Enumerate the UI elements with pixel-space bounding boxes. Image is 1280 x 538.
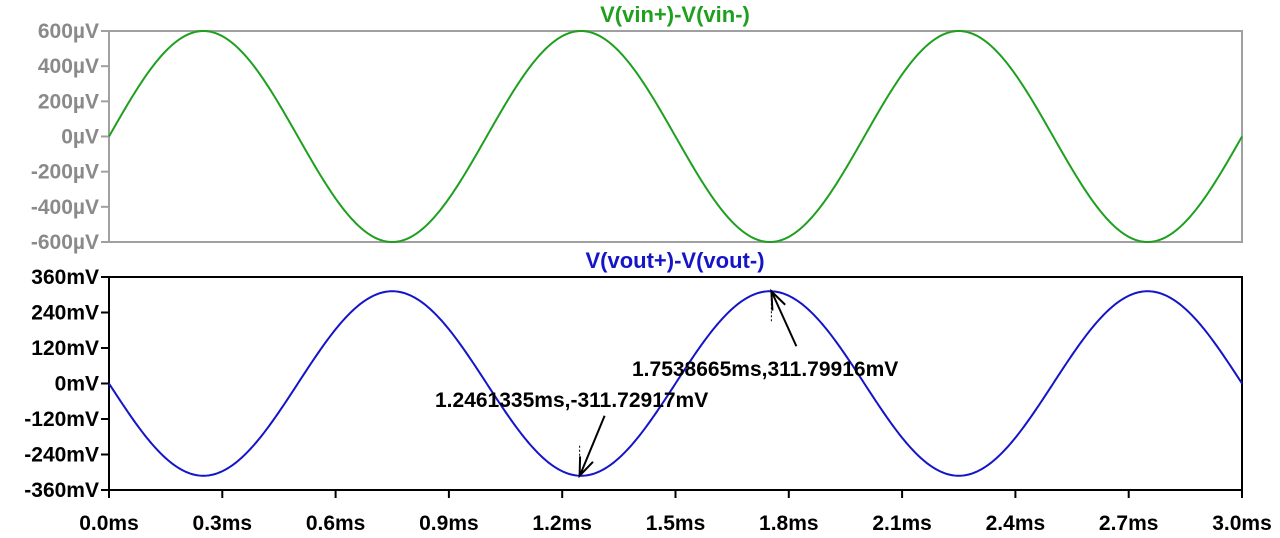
cursor-annotations: 1.2461335ms,-311.72917mV 1.7538665ms,311.… — [435, 288, 898, 479]
lower-pane: V(vout+)-V(vout-) 360mV 240mV 120mV 0mV -120… — [24, 248, 1271, 535]
y-tick-label: -600µV — [31, 231, 99, 254]
x-tick-label: 2.7ms — [1099, 512, 1159, 535]
x-tick-label: 1.8ms — [759, 512, 819, 535]
lower-pane-title: V(vout+)-V(vout-) — [585, 248, 764, 273]
cursor-arrow — [579, 415, 606, 475]
y-tick-label: -120mV — [24, 408, 99, 431]
x-tick-label: 0.3ms — [193, 512, 253, 535]
upper-pane-title: V(vin+)-V(vin-) — [600, 2, 750, 27]
x-tick-label: 0.9ms — [419, 512, 479, 535]
series-line — [108, 29, 1243, 244]
x-tick-label: 2.4ms — [986, 512, 1046, 535]
y-tick-label: 120mV — [31, 337, 99, 360]
y-tick-label: 240mV — [31, 302, 99, 325]
lower-trace-layer — [108, 290, 1243, 477]
cursor-arrowhead — [770, 288, 786, 311]
cursor-label: 1.7538665ms,311.79916mV — [632, 358, 898, 381]
cursor-arrowhead — [578, 456, 594, 479]
series-line — [108, 290, 1243, 477]
x-tick-label: 0.0ms — [79, 512, 139, 535]
y-tick-label: 200µV — [38, 90, 99, 113]
y-tick-label: 360mV — [31, 266, 99, 289]
lower-y-axis: 360mV 240mV 120mV 0mV -120mV -240mV -360mV — [24, 266, 109, 502]
y-tick-label: -200µV — [31, 161, 99, 184]
cursor-arrow — [771, 292, 798, 347]
upper-y-axis: 600µV 400µV 200µV 0µV -200µV -400µV -600µV — [31, 20, 109, 254]
upper-trace-layer — [108, 29, 1243, 244]
x-tick-label: 1.2ms — [532, 512, 592, 535]
y-tick-label: -360mV — [24, 479, 99, 502]
y-tick-label: 400µV — [38, 55, 99, 78]
x-tick-label: 1.5ms — [646, 512, 706, 535]
x-tick-label: 2.1ms — [872, 512, 932, 535]
y-tick-label: 600µV — [38, 20, 99, 43]
y-tick-label: 0µV — [61, 126, 99, 149]
x-tick-label: 0.6ms — [306, 512, 366, 535]
cursor-label: 1.2461335ms,-311.72917mV — [435, 389, 708, 412]
y-tick-label: -240mV — [24, 444, 99, 467]
upper-pane: V(vin+)-V(vin-) 600µV 400µV 200µV 0µV -200µV… — [31, 2, 1243, 254]
x-axis: 0.0ms 0.3ms 0.6ms 0.9ms 1.2ms 1.5ms 1.8ms 2.1ms… — [79, 490, 1272, 535]
x-tick-label: 3.0ms — [1212, 512, 1272, 535]
y-tick-label: -400µV — [31, 196, 99, 219]
y-tick-label: 0mV — [55, 373, 99, 396]
